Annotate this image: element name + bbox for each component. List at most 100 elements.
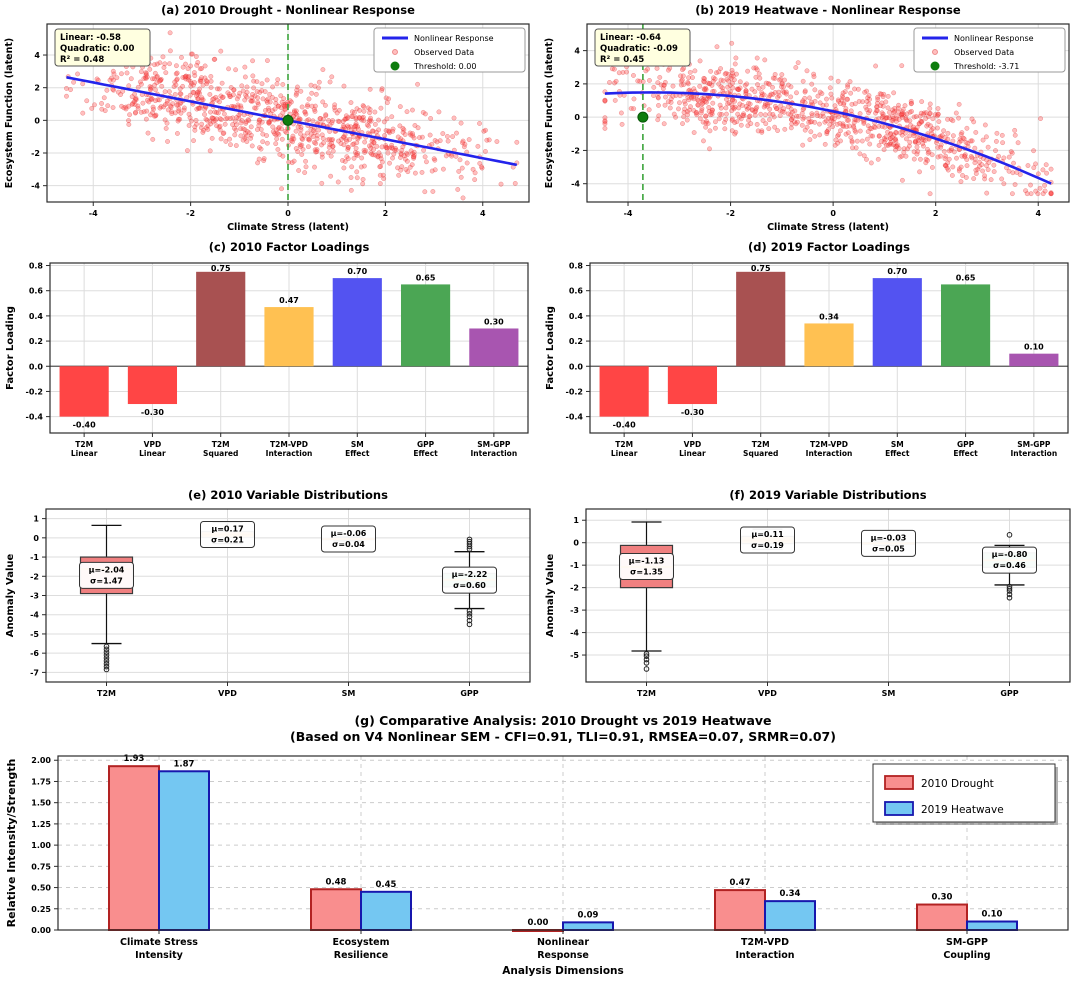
- legend: Nonlinear Response Observed Data Threshold…: [913, 27, 1066, 73]
- sigma-label: σ=1.35: [630, 568, 663, 577]
- x-tick-label: SM-GPP: [477, 440, 511, 449]
- outlier: [466, 621, 473, 628]
- legend-label: Observed Data: [954, 48, 1014, 57]
- y-axis-label: Factor Loading: [5, 306, 16, 390]
- bar-value-label: -0.40: [73, 421, 96, 430]
- y-tick-label: 0.2: [29, 337, 43, 346]
- x-tick-label: T2M: [637, 689, 656, 698]
- y-tick-label: 0: [33, 534, 39, 543]
- legend-label: Nonlinear Response: [414, 34, 494, 43]
- x-tick-label: T2M: [97, 689, 116, 698]
- bar-value-label: 0.75: [211, 264, 231, 273]
- x-tick-label: 0: [285, 209, 291, 218]
- panel-title: (g) Comparative Analysis: 2010 Drought v…: [354, 713, 771, 728]
- stats-label: μ=0.17 σ=0.21: [200, 520, 255, 548]
- legend-label: Observed Data: [414, 48, 474, 57]
- y-tick-label: 0.2: [569, 337, 583, 346]
- threshold-marker: [282, 114, 294, 126]
- x-tick-label: VPD: [684, 440, 702, 449]
- y-tick-label: 1: [573, 516, 579, 525]
- x-tick-label: Interaction: [266, 449, 313, 458]
- x-tick-label: Ecosystem: [332, 937, 389, 948]
- mu-label: μ=-1.13: [629, 557, 665, 566]
- bar-value-label: 1.87: [174, 759, 195, 769]
- x-tick-label: GPP: [417, 440, 435, 449]
- y-tick-label: -0.4: [566, 413, 584, 422]
- mu-label: μ=-0.80: [992, 550, 1028, 559]
- x-tick-label: -2: [186, 209, 195, 218]
- box-gpp: μ=-2.22 σ=0.60: [442, 536, 497, 628]
- x-tick-label: T2M: [752, 440, 770, 449]
- panel-title: (e) 2010 Variable Distributions: [188, 488, 388, 502]
- bar-t2m: [59, 366, 109, 417]
- x-tick-label: VPD: [144, 440, 162, 449]
- outlier: [103, 666, 110, 673]
- x-tick-label: -4: [89, 209, 98, 218]
- bar-2019-heatwave: [562, 921, 614, 932]
- y-tick-label: 0.6: [29, 287, 44, 296]
- outlier: [466, 546, 473, 552]
- bar-value-label: 0.47: [730, 878, 751, 888]
- y-tick-label: 0.4: [569, 312, 584, 321]
- x-tick-label: 4: [1035, 209, 1041, 218]
- bar-value-label: 1.93: [124, 754, 145, 764]
- y-axis-label: Ecosystem Function (latent): [544, 38, 555, 189]
- x-tick-label: Interaction: [735, 950, 794, 961]
- chart-b: (b) 2019 Heatwave - Nonlinear Response -4…: [544, 3, 1070, 233]
- x-tick-label: T2M-VPD: [741, 937, 789, 948]
- y-tick-label: -0.2: [566, 387, 584, 396]
- y-axis-label: Anomaly Value: [5, 553, 16, 637]
- y-tick-label: -5: [30, 630, 39, 639]
- y-axis-label: Ecosystem Function (latent): [4, 38, 15, 189]
- x-tick-label: T2M-VPD: [810, 440, 848, 449]
- outlier: [466, 543, 473, 550]
- y-tick-label: 2: [574, 80, 580, 89]
- outlier: [643, 666, 650, 672]
- axes-frame: [585, 508, 1071, 683]
- panel-title: (c) 2010 Factor Loadings: [209, 240, 370, 254]
- y-tick-label: -0.2: [26, 387, 44, 396]
- outlier: [103, 663, 110, 670]
- x-tick-label: Resilience: [334, 950, 388, 961]
- chart-f: μ=-1.13σ=1.35μ=0.11σ=0.19μ=-0.03σ=0.05μ=…: [545, 488, 1071, 698]
- outlier: [1006, 591, 1013, 598]
- y-tick-label: -3: [30, 592, 39, 601]
- panel-subtitle: (Based on V4 Nonlinear SEM - CFI=0.91, T…: [290, 729, 836, 744]
- x-tick-label: Effect: [885, 449, 910, 458]
- panel-title: (a) 2010 Drought - Nonlinear Response: [161, 3, 415, 17]
- x-tick-label: 4: [480, 209, 486, 218]
- outlier: [643, 651, 650, 657]
- x-tick-label: SM-GPP: [1017, 440, 1051, 449]
- bar-2010-drought: [108, 765, 160, 932]
- outlier: [1006, 594, 1013, 601]
- stats-label: μ=-2.22 σ=0.60: [442, 566, 497, 594]
- x-tick-label: 2: [383, 209, 389, 218]
- mu-label: μ=0.17: [211, 524, 243, 533]
- x-tick-label: VPD: [758, 689, 777, 698]
- legend-label: 2019 Heatwave: [921, 804, 1004, 816]
- bar-value-label: -0.30: [681, 408, 704, 417]
- x-tick-label: 2: [933, 209, 939, 218]
- annotation-line: R² = 0.45: [600, 55, 644, 65]
- chart-d: -0.40 -0.30 0.75 0.34 0.70 0.65 0.10 (d) 2019 F…: [545, 240, 1069, 458]
- sigma-label: σ=0.46: [993, 561, 1026, 570]
- x-tick-label: Coupling: [943, 950, 990, 961]
- x-tick-label: SM: [351, 440, 364, 449]
- mu-label: μ=-2.04: [89, 565, 125, 574]
- outlier: [103, 655, 110, 661]
- bar-value-label: 0.45: [376, 880, 397, 890]
- outlier: [643, 656, 650, 663]
- panel-comparative-analysis: 1.93 0.48 0.00 0.47 0.30 1.87 0.45 0.09 0.34 0.10…: [0, 710, 1080, 983]
- y-tick-label: -2: [31, 149, 40, 158]
- x-tick-label: T2M-VPD: [270, 440, 308, 449]
- annotation-line: Quadratic: -0.09: [600, 44, 678, 54]
- outlier: [466, 613, 473, 620]
- y-tick-label: 0.75: [31, 862, 51, 871]
- bar-vpd: [667, 366, 718, 405]
- nonlinear-response-curve: [604, 91, 1052, 185]
- bar-value-label: 0.70: [887, 267, 907, 276]
- box-t2m: μ=-2.04 σ=1.47: [79, 524, 134, 673]
- box-sm: μ=-0.03 σ=0.05: [861, 529, 916, 557]
- y-tick-label: 0: [574, 113, 580, 122]
